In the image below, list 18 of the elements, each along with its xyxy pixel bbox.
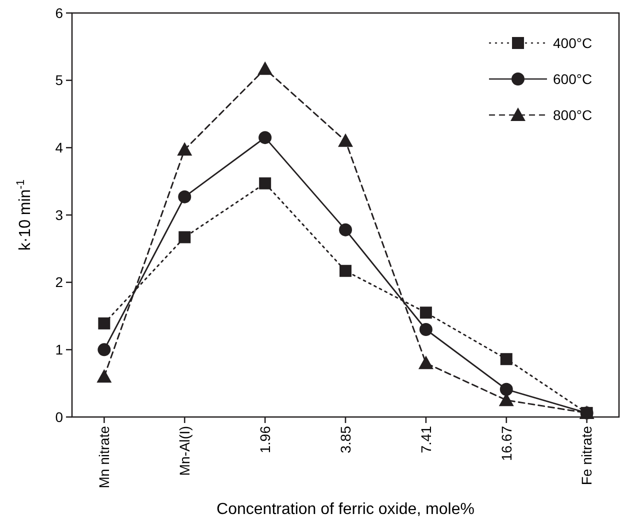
y-tick-label: 0 bbox=[55, 408, 64, 425]
x-tick-label: 1.96 bbox=[256, 426, 273, 454]
y-tick-label: 6 bbox=[55, 4, 64, 21]
x-axis-title: Concentration of ferric oxide, mole% bbox=[216, 501, 474, 518]
y-tick-label: 4 bbox=[55, 140, 64, 156]
y-tick-label: 5 bbox=[55, 72, 64, 88]
legend-label: 400°C bbox=[553, 34, 592, 51]
x-tick-label: 16.67 bbox=[498, 426, 514, 462]
x-tick-label: Fe nitrate bbox=[578, 426, 595, 486]
legend-label: 800°C bbox=[553, 106, 592, 123]
x-tick-label: 3.85 bbox=[337, 426, 354, 454]
x-tick-label: 7.41 bbox=[418, 426, 434, 454]
x-tick-label: Mn nitrate bbox=[96, 426, 112, 488]
y-tick-label: 1 bbox=[55, 342, 64, 358]
y-tick-label: 2 bbox=[55, 274, 64, 290]
y-tick-label: 3 bbox=[55, 206, 64, 223]
legend-label: 600°C bbox=[553, 70, 592, 87]
x-tick-label: Mn-Al(I) bbox=[176, 426, 193, 476]
